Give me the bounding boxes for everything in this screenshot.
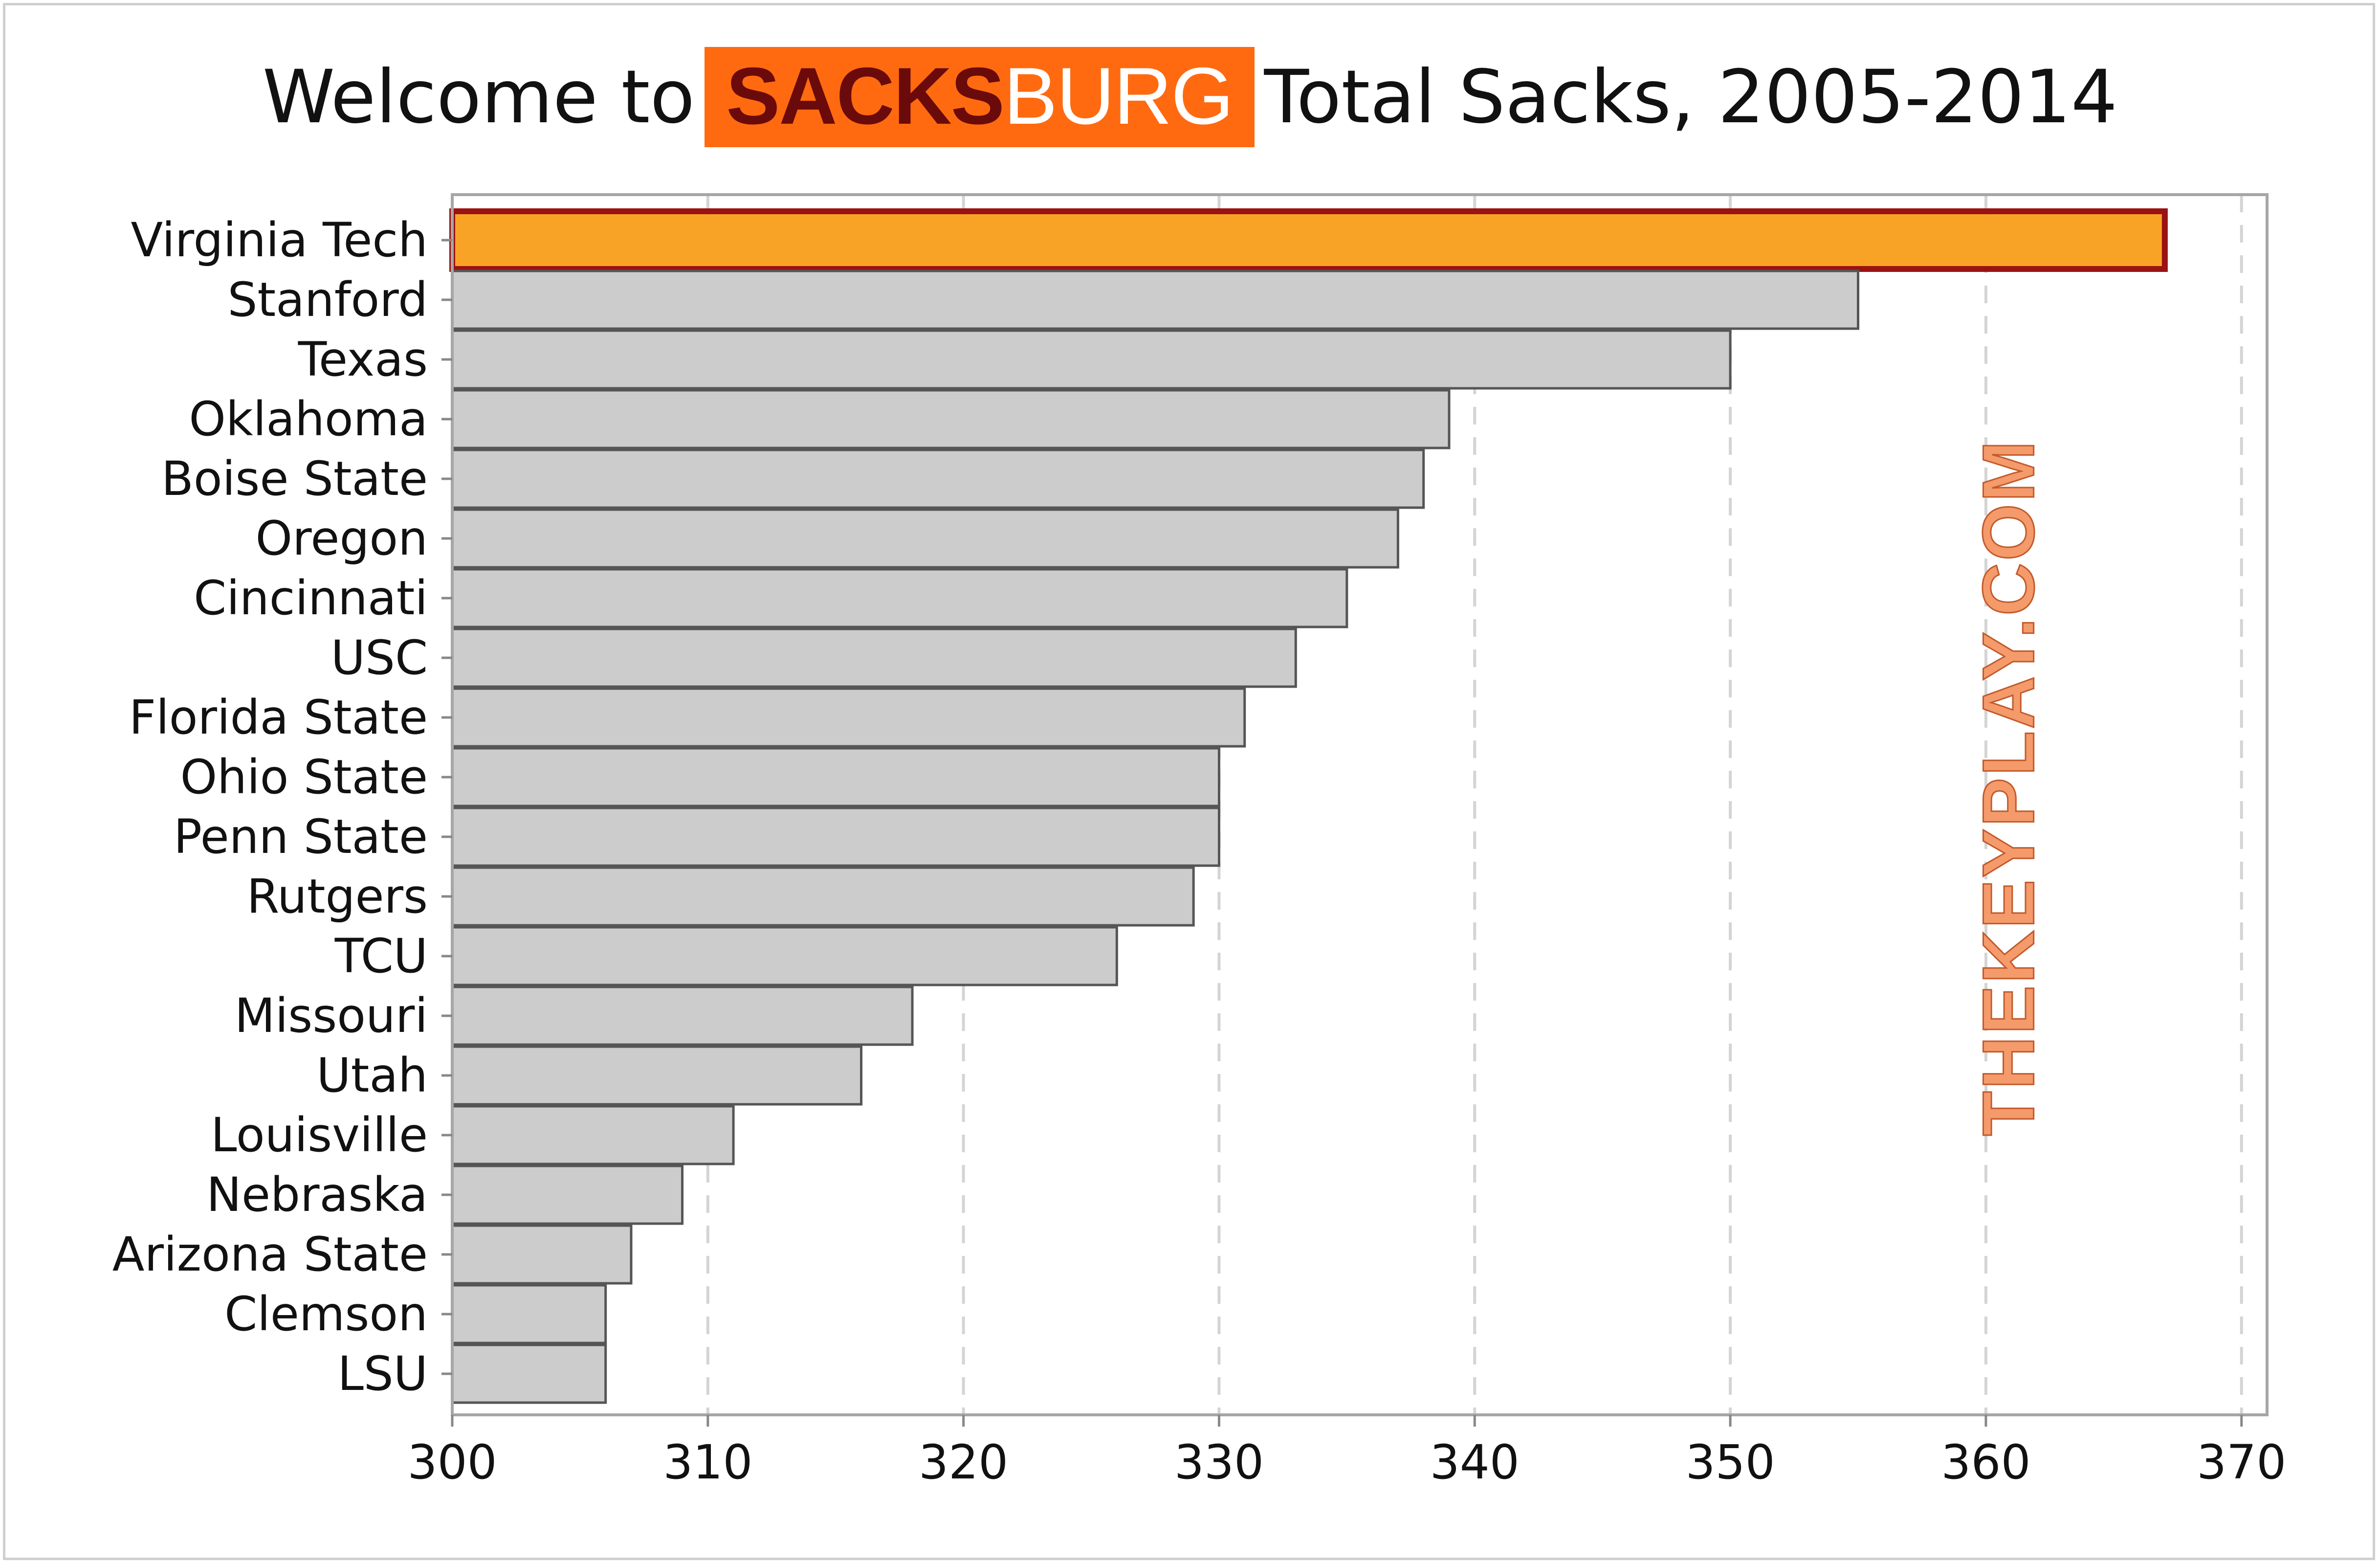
bar: [451, 508, 1399, 569]
bar: [451, 1164, 684, 1225]
x-tick-label: 330: [1174, 1435, 1264, 1490]
bar: [451, 1284, 607, 1344]
bar: [451, 866, 1195, 927]
y-tick-label: Stanford: [228, 272, 428, 327]
watermark-text: THEKEYPLAY.COM: [1967, 439, 2049, 1136]
x-tick-label: 360: [1941, 1435, 2030, 1490]
bar: [451, 269, 1859, 330]
title-prefix: Welcome to: [262, 54, 695, 140]
bar: [451, 568, 1348, 628]
y-tick-label: Cincinnati: [194, 571, 428, 626]
x-tick-label: 320: [919, 1435, 1008, 1490]
bar-highlighted: [449, 208, 2168, 272]
plot-area-border: [451, 193, 2269, 1416]
bar: [451, 1343, 607, 1404]
bar: [451, 1224, 633, 1285]
y-tick-label: Missouri: [235, 988, 428, 1043]
x-tick-label: 310: [663, 1435, 752, 1490]
y-tick-label: LSU: [337, 1346, 428, 1401]
y-tick-label: Texas: [298, 332, 428, 387]
bar: [451, 687, 1246, 748]
chart-title: Welcome to SACKSBURG Total Sacks, 2005-2…: [0, 47, 2380, 147]
logo-text-burg: BURG: [1003, 51, 1234, 141]
bar: [451, 985, 914, 1046]
y-tick-label: Louisville: [211, 1108, 428, 1163]
x-tick-label: 300: [407, 1435, 497, 1490]
bar: [451, 329, 1732, 390]
y-tick-label: Nebraska: [206, 1167, 428, 1222]
bar: [451, 1105, 735, 1165]
bar: [451, 627, 1297, 688]
bar: [451, 448, 1425, 509]
y-tick-label: Utah: [316, 1048, 428, 1103]
bar: [451, 806, 1220, 867]
y-tick-label: Virginia Tech: [131, 213, 428, 268]
bar: [451, 747, 1220, 807]
title-suffix: Total Sacks, 2005-2014: [1264, 54, 2118, 140]
y-tick-label: Arizona State: [112, 1227, 428, 1282]
logo-text-sacks: SACKS: [726, 51, 1005, 141]
y-tick-label: USC: [331, 630, 428, 685]
x-tick-label: 350: [1685, 1435, 1775, 1490]
bar: [451, 926, 1118, 986]
y-tick-label: Penn State: [174, 809, 428, 864]
y-tick-label: Ohio State: [180, 750, 428, 805]
axes: Virginia TechStanfordTexasOklahomaBoise …: [112, 213, 2287, 1490]
bars: [449, 208, 2168, 1404]
y-tick-label: TCU: [334, 929, 428, 984]
y-tick-label: Oregon: [256, 511, 428, 566]
x-tick-label: 370: [2197, 1435, 2286, 1490]
sacksburg-logo: SACKSBURG: [705, 47, 1255, 147]
bar: [451, 1045, 863, 1106]
bar: [451, 389, 1451, 449]
y-tick-label: Oklahoma: [189, 392, 428, 447]
y-tick-label: Clemson: [224, 1287, 428, 1341]
y-tick-label: Florida State: [129, 690, 428, 745]
x-tick-label: 340: [1430, 1435, 1520, 1490]
y-tick-label: Rutgers: [247, 869, 428, 924]
y-tick-label: Boise State: [161, 451, 428, 506]
